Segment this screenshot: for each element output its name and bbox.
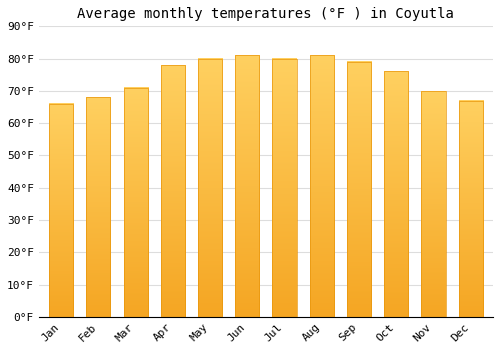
Bar (86, 97, 110, 317)
Bar (160, 65, 185, 317)
Bar (310, 55, 334, 317)
Title: Average monthly temperatures (°F ) in Coyutla: Average monthly temperatures (°F ) in Co… (78, 7, 454, 21)
Bar (272, 58, 296, 317)
Bar (458, 100, 483, 317)
Bar (49, 104, 73, 317)
Bar (347, 62, 371, 317)
Bar (198, 58, 222, 317)
Bar (422, 91, 446, 317)
Bar (235, 55, 260, 317)
Bar (124, 88, 148, 317)
Bar (384, 71, 408, 317)
